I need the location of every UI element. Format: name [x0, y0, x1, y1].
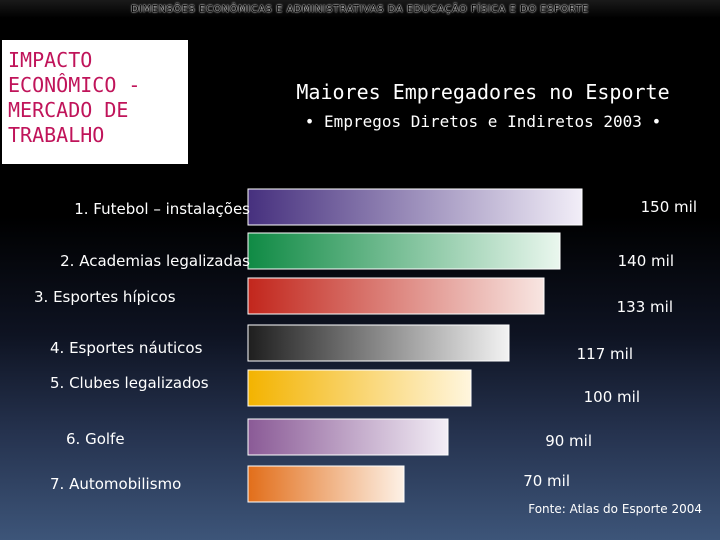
value-label-2: 140 mil: [618, 252, 674, 270]
slide-title-line-1: IMPACTO: [8, 48, 93, 72]
category-label-2: 2. Academias legalizadas: [60, 252, 250, 270]
value-label-7: 70 mil: [523, 472, 570, 490]
category-label-7: 7. Automobilismo: [50, 475, 181, 493]
category-label-6: 6. Golfe: [66, 430, 125, 448]
category-label-4: 4. Esportes náuticos: [50, 339, 203, 357]
category-label-1: 1. Futebol – instalações: [74, 200, 250, 218]
value-label-1: 150 mil: [641, 198, 697, 216]
value-label-4: 117 mil: [577, 345, 633, 363]
value-label-3: 133 mil: [617, 298, 673, 316]
slide-title-line-4: TRABALHO: [8, 123, 105, 147]
bar-7: [247, 465, 405, 503]
source-note: Fonte: Atlas do Esporte 2004: [528, 502, 702, 516]
slide-title-box: IMPACTO ECONÔMICO - MERCADO DE TRABALHO: [2, 40, 188, 164]
category-label-5: 5. Clubes legalizados: [50, 374, 209, 392]
bar-1: [247, 188, 583, 226]
chart-subtitle: • Empregos Diretos e Indiretos 2003 •: [304, 112, 662, 131]
slide-title-line-2: ECONÔMICO -: [8, 73, 141, 97]
bar-5: [247, 369, 472, 407]
value-label-5: 100 mil: [584, 388, 640, 406]
value-label-6: 90 mil: [545, 432, 592, 450]
slide-title-line-3: MERCADO DE: [8, 98, 129, 122]
bar-4: [247, 324, 510, 362]
bar-6: [247, 418, 449, 456]
category-label-3: 3. Esportes hípicos: [34, 288, 176, 306]
chart-title: Maiores Empregadores no Esporte: [296, 80, 670, 104]
top-banner: DIMENSÕES ECONÔMICAS E ADMINISTRATIVAS D…: [0, 0, 720, 18]
bar-3: [247, 277, 545, 315]
bar-2: [247, 232, 561, 270]
